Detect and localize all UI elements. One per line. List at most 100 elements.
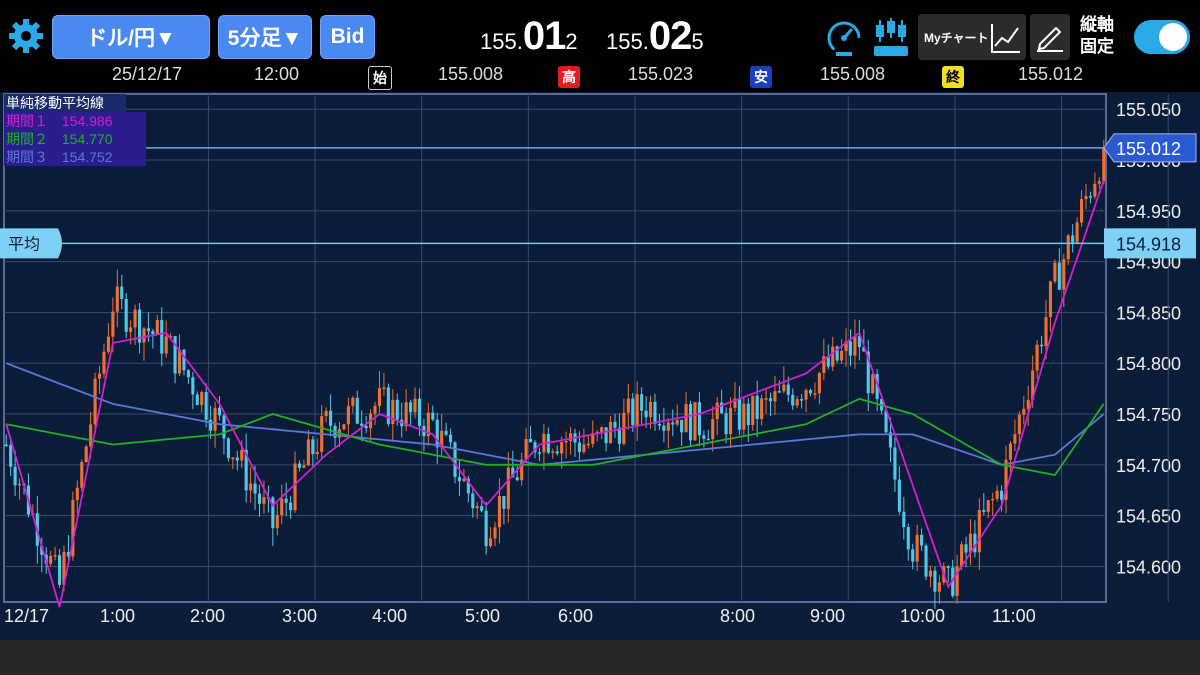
candle-body xyxy=(982,510,986,512)
candle-body xyxy=(315,451,319,455)
candle-body xyxy=(1044,317,1048,347)
candle-body xyxy=(653,401,657,424)
candle-body xyxy=(533,442,537,453)
bid-price-main: 01 xyxy=(522,14,566,58)
mychart-label: Myチャート xyxy=(924,31,989,45)
candle-body xyxy=(280,498,284,516)
candle-body xyxy=(226,438,230,459)
mychart-button[interactable]: Myチャート xyxy=(918,14,1026,60)
average-tag-left xyxy=(0,228,62,259)
candle-body xyxy=(124,298,128,332)
x-tick-label: 6:00 xyxy=(558,606,593,626)
candle-body xyxy=(249,483,253,491)
candle-body xyxy=(484,510,488,547)
x-tick-label: 11:00 xyxy=(992,606,1036,626)
candle-body xyxy=(648,401,653,418)
candle-body xyxy=(680,419,684,433)
candle-body xyxy=(973,533,977,553)
axis-lock-toggle[interactable] xyxy=(1134,20,1190,54)
candle-body xyxy=(142,328,146,343)
candle-body xyxy=(160,320,164,354)
candle-body xyxy=(693,402,697,441)
open-tag: 始 xyxy=(368,66,392,90)
candle-body xyxy=(715,402,719,420)
x-tick-label: 2:00 xyxy=(190,606,225,626)
speedometer-icon[interactable] xyxy=(824,14,864,60)
candle-body xyxy=(1084,196,1088,200)
timeframe-dropdown[interactable]: 5分足▼ xyxy=(218,15,312,59)
candle-body xyxy=(671,422,675,425)
candle-body xyxy=(306,439,310,466)
candle-body xyxy=(684,404,688,433)
x-tick-label: 12/17 xyxy=(4,606,49,626)
candle-body xyxy=(440,430,444,448)
candle-body xyxy=(617,427,621,444)
candle-body xyxy=(640,394,644,411)
candle-body xyxy=(502,496,506,509)
y-tick-label: 155.050 xyxy=(1116,100,1181,120)
candle-body xyxy=(71,500,75,557)
candle-body xyxy=(1066,235,1070,260)
bottom-bar xyxy=(0,640,1200,675)
candle-body xyxy=(457,476,462,482)
chart-area[interactable]: 155.050155.000154.950154.900154.850154.8… xyxy=(0,92,1200,640)
plot-frame xyxy=(3,93,1107,603)
candle-body xyxy=(129,327,133,332)
x-tick-label: 4:00 xyxy=(372,606,407,626)
candle-body xyxy=(813,393,817,395)
bid-ask-button[interactable]: Bid xyxy=(320,15,375,59)
candle-body xyxy=(271,497,275,529)
ask-price-suffix: 5 xyxy=(691,29,704,54)
candle-body xyxy=(155,320,159,335)
candle-body xyxy=(635,394,639,426)
candle-body xyxy=(733,398,737,408)
currency-pair-dropdown[interactable]: ドル/円▼ xyxy=(52,15,210,59)
candle-body xyxy=(177,349,182,374)
candle-body xyxy=(1040,344,1044,347)
bid-price: 155. 01 2 xyxy=(480,14,578,58)
candle-body xyxy=(902,511,906,528)
candle-body xyxy=(364,425,368,429)
candle-body xyxy=(946,566,950,568)
low-tag: 安 xyxy=(750,66,772,88)
price-chart[interactable]: 155.050155.000154.950154.900154.850154.8… xyxy=(0,92,1200,640)
candle-body xyxy=(435,419,439,448)
candle-body xyxy=(329,410,333,426)
candle-body xyxy=(382,387,386,389)
open-value: 155.008 xyxy=(438,64,504,84)
candle-body xyxy=(62,551,66,585)
candle-body xyxy=(928,570,933,577)
candle-body xyxy=(862,347,866,352)
ma1-label: 期間１ xyxy=(6,113,48,129)
x-tick-label: 9:00 xyxy=(810,606,845,626)
candle-body xyxy=(4,444,8,447)
y-tick-label: 154.850 xyxy=(1116,303,1181,323)
candle-body xyxy=(191,377,195,395)
candle-body xyxy=(742,403,746,430)
candle-body xyxy=(97,373,102,379)
candle-body xyxy=(524,438,528,460)
candle-body xyxy=(106,336,110,352)
candle-body xyxy=(773,391,777,402)
y-tick-label: 154.800 xyxy=(1116,354,1181,374)
close-value: 155.012 xyxy=(1018,64,1084,84)
candle-body xyxy=(666,422,670,431)
candle-body xyxy=(413,398,417,413)
candle-body xyxy=(275,515,279,529)
candle-body xyxy=(1048,281,1053,318)
candle-body xyxy=(871,374,875,394)
candle-body xyxy=(800,399,804,401)
draw-tool-button[interactable] xyxy=(1030,14,1070,60)
candle-body xyxy=(893,447,897,480)
candle-body xyxy=(586,443,590,446)
candle-body xyxy=(911,549,915,562)
axis-lock-label-line2: 固定 xyxy=(1080,37,1114,56)
candle-body xyxy=(1062,259,1066,290)
toggle-knob xyxy=(1159,23,1187,51)
gear-icon[interactable] xyxy=(8,18,44,54)
candle-body xyxy=(1102,147,1106,182)
candle-body xyxy=(537,452,542,454)
candlestick-icon[interactable] xyxy=(872,14,910,60)
candle-body xyxy=(324,410,328,417)
candle-body xyxy=(840,350,844,361)
